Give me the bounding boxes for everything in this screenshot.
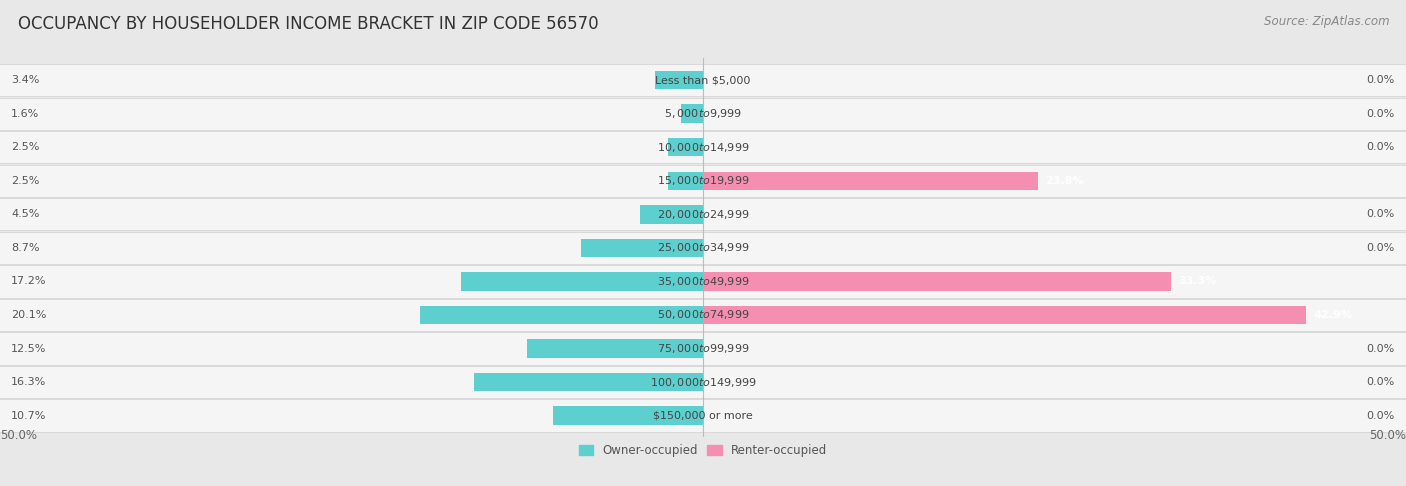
Text: 4.5%: 4.5% xyxy=(11,209,39,219)
Text: 0.0%: 0.0% xyxy=(1367,377,1395,387)
Text: 20.1%: 20.1% xyxy=(11,310,46,320)
Text: $20,000 to $24,999: $20,000 to $24,999 xyxy=(657,208,749,221)
Text: 50.0%: 50.0% xyxy=(1369,429,1406,442)
Legend: Owner-occupied, Renter-occupied: Owner-occupied, Renter-occupied xyxy=(574,439,832,462)
Text: 0.0%: 0.0% xyxy=(1367,75,1395,85)
Text: $15,000 to $19,999: $15,000 to $19,999 xyxy=(657,174,749,187)
Text: 23.8%: 23.8% xyxy=(1045,176,1083,186)
Bar xyxy=(527,339,703,358)
Text: 10.7%: 10.7% xyxy=(11,411,46,420)
Text: 0.0%: 0.0% xyxy=(1367,344,1395,353)
Text: $150,000 or more: $150,000 or more xyxy=(654,411,752,420)
Text: 50.0%: 50.0% xyxy=(0,429,37,442)
Text: OCCUPANCY BY HOUSEHOLDER INCOME BRACKET IN ZIP CODE 56570: OCCUPANCY BY HOUSEHOLDER INCOME BRACKET … xyxy=(18,15,599,33)
Text: 16.3%: 16.3% xyxy=(11,377,46,387)
Bar xyxy=(668,138,703,156)
Bar xyxy=(0,131,1406,163)
Bar xyxy=(461,272,703,291)
Bar xyxy=(474,373,703,391)
Text: 17.2%: 17.2% xyxy=(11,277,46,286)
Bar xyxy=(0,232,1406,264)
Text: $100,000 to $149,999: $100,000 to $149,999 xyxy=(650,376,756,388)
Bar xyxy=(703,172,1038,190)
Bar xyxy=(0,399,1406,432)
Bar xyxy=(0,332,1406,364)
Bar xyxy=(0,64,1406,96)
Text: $35,000 to $49,999: $35,000 to $49,999 xyxy=(657,275,749,288)
Text: Source: ZipAtlas.com: Source: ZipAtlas.com xyxy=(1264,15,1389,28)
Text: $25,000 to $34,999: $25,000 to $34,999 xyxy=(657,242,749,254)
Text: 0.0%: 0.0% xyxy=(1367,243,1395,253)
Bar xyxy=(0,165,1406,197)
Text: 33.3%: 33.3% xyxy=(1178,277,1216,286)
Text: 0.0%: 0.0% xyxy=(1367,109,1395,119)
Bar xyxy=(0,366,1406,398)
Text: Less than $5,000: Less than $5,000 xyxy=(655,75,751,85)
Bar xyxy=(0,299,1406,331)
Bar xyxy=(0,98,1406,130)
Bar xyxy=(668,172,703,190)
Text: 0.0%: 0.0% xyxy=(1367,411,1395,420)
Text: 2.5%: 2.5% xyxy=(11,142,39,152)
Text: 1.6%: 1.6% xyxy=(11,109,39,119)
Bar xyxy=(0,198,1406,230)
Text: 12.5%: 12.5% xyxy=(11,344,46,353)
Text: 3.4%: 3.4% xyxy=(11,75,39,85)
Bar xyxy=(553,406,703,425)
Bar xyxy=(581,239,703,257)
Text: 0.0%: 0.0% xyxy=(1367,209,1395,219)
Text: $75,000 to $99,999: $75,000 to $99,999 xyxy=(657,342,749,355)
Text: $5,000 to $9,999: $5,000 to $9,999 xyxy=(664,107,742,120)
Bar xyxy=(703,272,1171,291)
Text: 0.0%: 0.0% xyxy=(1367,142,1395,152)
Bar xyxy=(420,306,703,324)
Bar xyxy=(640,205,703,224)
Text: $10,000 to $14,999: $10,000 to $14,999 xyxy=(657,141,749,154)
Text: 42.9%: 42.9% xyxy=(1313,310,1353,320)
Text: 2.5%: 2.5% xyxy=(11,176,39,186)
Text: $50,000 to $74,999: $50,000 to $74,999 xyxy=(657,309,749,321)
Text: 8.7%: 8.7% xyxy=(11,243,39,253)
Bar xyxy=(681,104,703,123)
Bar xyxy=(0,265,1406,297)
Bar xyxy=(703,306,1306,324)
Bar xyxy=(655,71,703,89)
